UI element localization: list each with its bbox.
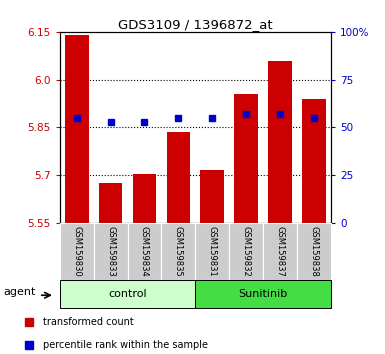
Bar (195, 223, 229, 280)
Title: GDS3109 / 1396872_at: GDS3109 / 1396872_at (118, 18, 273, 31)
Text: GSM159831: GSM159831 (208, 226, 217, 277)
Text: GSM159838: GSM159838 (310, 226, 319, 277)
Text: GSM159830: GSM159830 (72, 226, 81, 277)
Bar (302, 99, 326, 223)
Text: GSM159834: GSM159834 (140, 226, 149, 277)
Text: agent: agent (3, 287, 35, 297)
Bar (263, 223, 297, 280)
Text: GSM159837: GSM159837 (276, 226, 285, 277)
Bar (268, 61, 292, 223)
Bar (65, 35, 89, 223)
Text: percentile rank within the sample: percentile rank within the sample (43, 339, 208, 350)
Text: GSM159835: GSM159835 (174, 226, 183, 277)
Text: GSM159833: GSM159833 (106, 226, 115, 277)
Text: control: control (108, 289, 147, 299)
Bar (94, 223, 127, 280)
Bar (195, 280, 331, 308)
Bar (201, 170, 224, 223)
Bar (234, 94, 258, 223)
Bar (229, 223, 263, 280)
Bar (60, 280, 195, 308)
Bar (161, 223, 195, 280)
Bar (99, 183, 122, 223)
Bar (132, 173, 156, 223)
Text: transformed count: transformed count (43, 317, 134, 327)
Bar (60, 223, 94, 280)
Text: Sunitinib: Sunitinib (239, 289, 288, 299)
Text: GSM159832: GSM159832 (242, 226, 251, 277)
Bar (127, 223, 161, 280)
Bar (297, 223, 331, 280)
Bar (167, 132, 190, 223)
